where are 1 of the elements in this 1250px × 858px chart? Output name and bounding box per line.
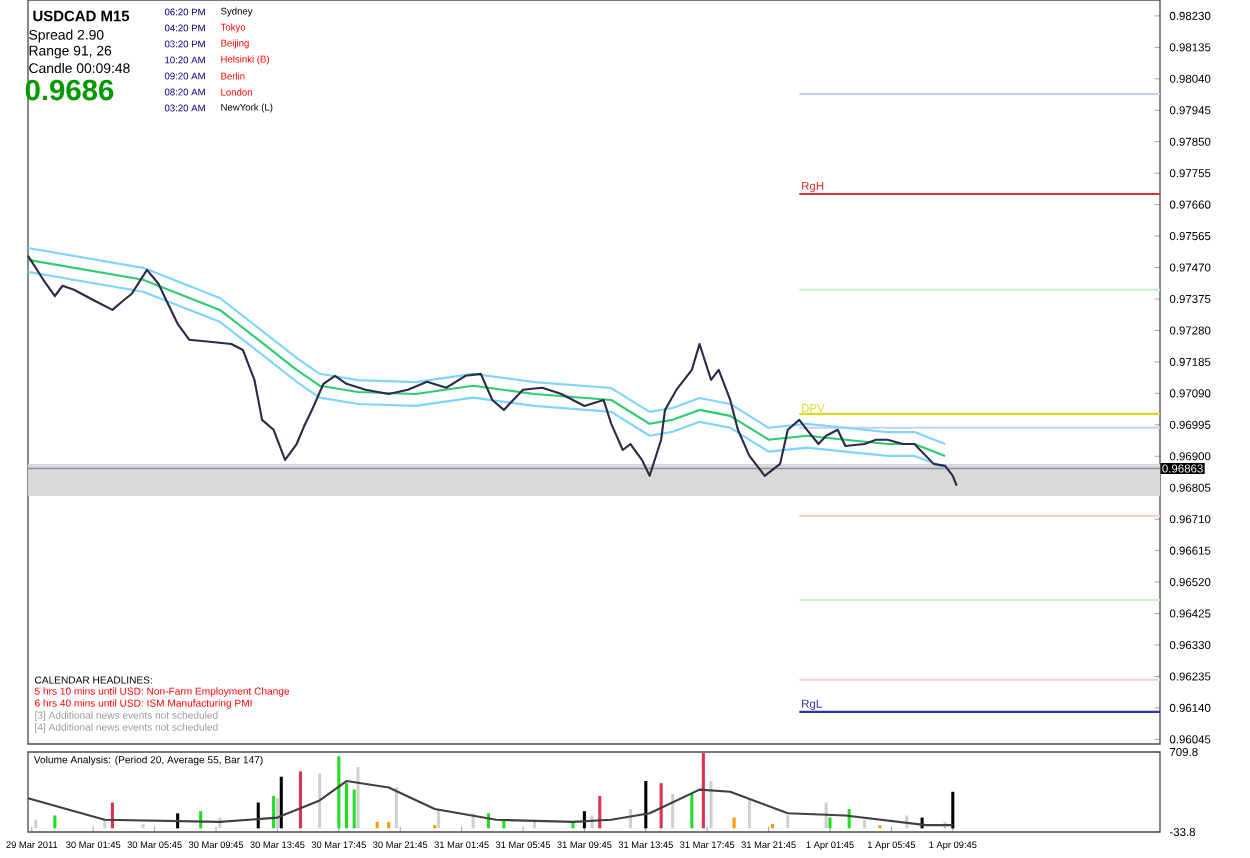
annotation: 0.9686 [25,79,114,101]
